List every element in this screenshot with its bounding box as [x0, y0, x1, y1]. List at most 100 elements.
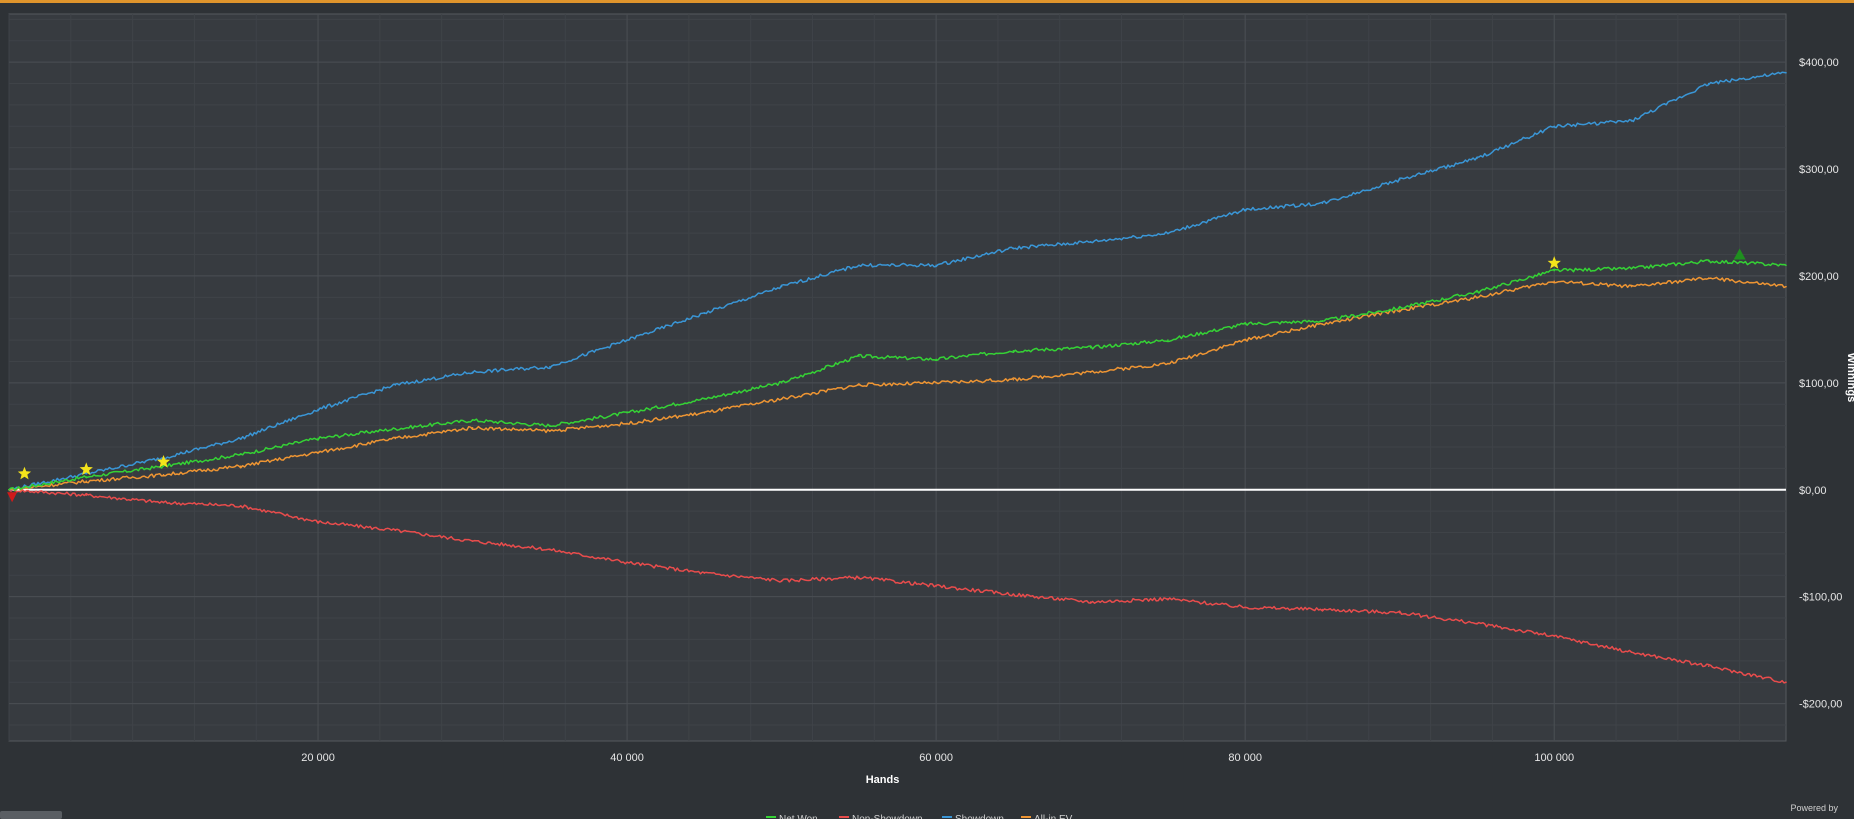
- series-layer: [8, 71, 1787, 684]
- legend-item[interactable]: Non-Showdown: [839, 814, 923, 819]
- data-point: [317, 451, 319, 454]
- legend-label: All-in EV: [1034, 814, 1073, 819]
- y-tick-label: -$200,00: [1799, 699, 1842, 711]
- data-point: [1012, 349, 1015, 352]
- data-point: [471, 540, 474, 542]
- data-point: [858, 384, 860, 386]
- data-point: [317, 408, 319, 411]
- star-marker-icon[interactable]: [1547, 256, 1561, 269]
- data-point: [1167, 232, 1169, 234]
- data-point: [1707, 277, 1710, 279]
- data-point: [1089, 346, 1092, 349]
- data-point: [1476, 157, 1478, 160]
- data-point: [1321, 608, 1324, 611]
- data-point: [1089, 371, 1092, 373]
- data-point: [703, 411, 706, 414]
- y-tick-label: $0,00: [1799, 485, 1827, 497]
- series-line-non-showdown: [8, 488, 1787, 684]
- data-point: [317, 437, 319, 440]
- data-point: [1398, 611, 1401, 614]
- data-point: [394, 428, 397, 430]
- data-point: [394, 529, 397, 532]
- data-point: [1630, 267, 1633, 270]
- data-point: [1244, 606, 1246, 609]
- data-point: [471, 419, 474, 422]
- data-point: [1244, 323, 1246, 325]
- data-point: [858, 576, 860, 579]
- data-point: [703, 312, 706, 315]
- data-point: [549, 430, 551, 432]
- triangle-down-marker-icon[interactable]: [7, 492, 18, 503]
- data-point: [1553, 635, 1556, 638]
- data-point: [317, 521, 319, 523]
- data-point: [1321, 323, 1324, 325]
- x-tick-label: 60 000: [919, 752, 953, 764]
- data-point: [1630, 285, 1633, 288]
- data-point: [1089, 601, 1092, 603]
- data-point: [1476, 622, 1478, 625]
- series-line-net-won: [8, 259, 1787, 492]
- star-marker-icon[interactable]: [79, 462, 93, 476]
- series-line-showdown: [9, 71, 1787, 491]
- data-point: [1707, 260, 1710, 262]
- data-point: [626, 411, 628, 414]
- data-point: [858, 355, 860, 357]
- plot-area: [8, 13, 1787, 742]
- data-point: [239, 453, 242, 456]
- data-point: [1630, 120, 1633, 122]
- data-point: [626, 422, 628, 425]
- data-point: [85, 472, 88, 475]
- data-point: [703, 398, 706, 400]
- data-point: [549, 424, 551, 427]
- data-point: [858, 264, 860, 267]
- data-point: [394, 384, 397, 386]
- x-tick-label: 100 000: [1534, 752, 1574, 764]
- powered-by-label: Powered by: [1790, 803, 1838, 813]
- data-point: [1707, 82, 1710, 85]
- data-point: [780, 579, 783, 582]
- x-tick-label: 40 000: [610, 752, 644, 764]
- data-point: [162, 501, 165, 504]
- data-point: [780, 382, 783, 384]
- y-tick-label: $200,00: [1799, 271, 1839, 283]
- series-line-all-in-ev: [8, 276, 1787, 492]
- data-point: [1398, 178, 1401, 181]
- data-point: [935, 585, 937, 587]
- legend-label: Showdown: [955, 814, 1004, 819]
- legend-item[interactable]: Net Won: [766, 814, 818, 819]
- data-point: [1785, 72, 1787, 74]
- data-point: [1012, 378, 1015, 381]
- star-marker-icon[interactable]: [156, 455, 171, 468]
- data-point: [1707, 665, 1710, 667]
- data-point: [85, 476, 88, 478]
- data-point: [549, 548, 551, 551]
- data-point: [239, 437, 242, 440]
- horizontal-scrollbar-thumb[interactable]: [0, 811, 62, 819]
- y-tick-label: -$100,00: [1799, 592, 1842, 604]
- data-point: [1785, 681, 1787, 683]
- data-point: [1476, 296, 1478, 299]
- data-point: [1244, 208, 1246, 211]
- star-marker-icon[interactable]: [17, 466, 32, 480]
- data-point: [780, 285, 783, 288]
- data-point: [1398, 309, 1401, 311]
- data-point: [239, 465, 242, 468]
- legend-item[interactable]: Showdown: [942, 814, 1004, 819]
- data-point: [1553, 125, 1556, 128]
- y-tick-label: $400,00: [1799, 57, 1839, 69]
- data-point: [1244, 339, 1246, 341]
- data-point: [85, 494, 88, 496]
- data-point: [471, 426, 474, 429]
- legend-item[interactable]: All-in EV: [1021, 814, 1073, 819]
- data-point: [935, 358, 937, 361]
- data-point: [162, 465, 165, 468]
- y-tick-label: $300,00: [1799, 164, 1839, 176]
- data-point: [1321, 320, 1324, 322]
- x-tick-label: 80 000: [1228, 752, 1262, 764]
- legend[interactable]: Net Won Non-Showdown Showdown All-in EV: [766, 814, 1073, 819]
- triangle-up-marker-icon[interactable]: [1733, 248, 1746, 260]
- x-tick-label: 20 000: [301, 752, 335, 764]
- data-point: [935, 264, 937, 267]
- data-point: [626, 561, 628, 564]
